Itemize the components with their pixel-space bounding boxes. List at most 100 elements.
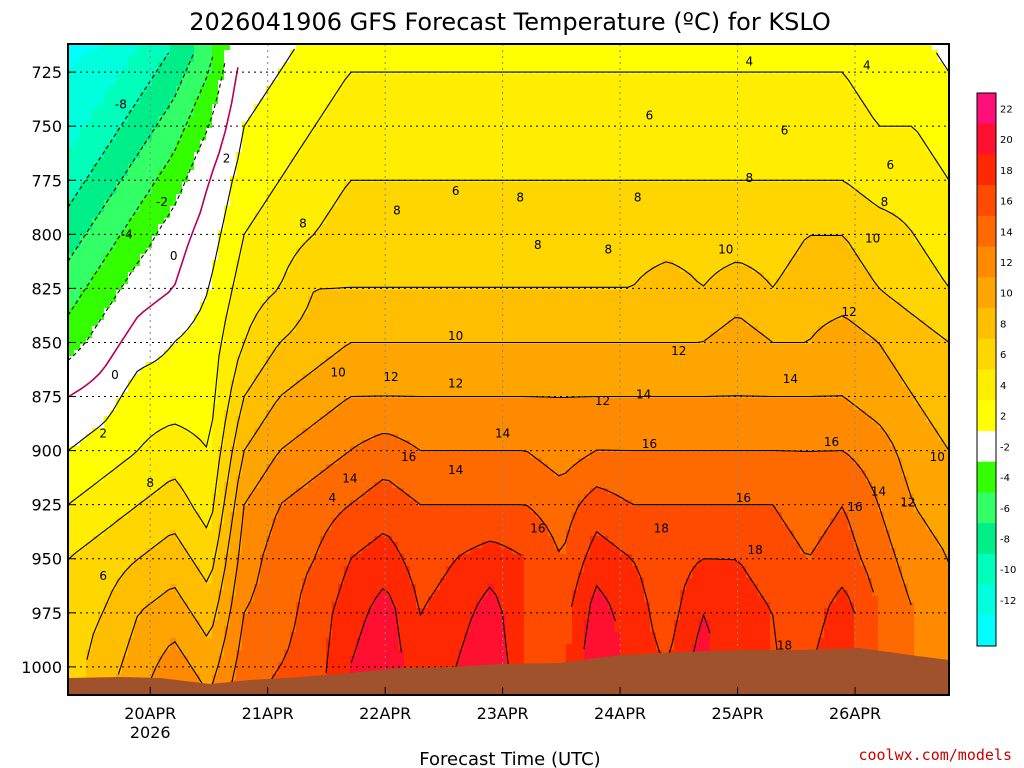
temperature-cell: [290, 278, 297, 285]
temperature-cell: [302, 242, 309, 249]
temperature-cell: [200, 122, 207, 129]
temperature-cell: [248, 314, 255, 321]
temperature-cell: [80, 224, 87, 231]
temperature-cell: [338, 404, 345, 411]
temperature-cell: [152, 272, 159, 279]
temperature-cell: [272, 74, 279, 81]
temperature-cell: [170, 674, 177, 681]
temperature-cell: [194, 326, 201, 333]
temperature-cell: [320, 566, 327, 573]
temperature-cell: [122, 152, 129, 159]
temperature-cell: [236, 116, 243, 123]
temperature-cell: [338, 344, 345, 351]
temperature-cell: [290, 164, 297, 171]
temperature-cell: [326, 434, 333, 441]
temperature-cell: [188, 626, 195, 633]
temperature-cell: [152, 518, 159, 525]
temperature-cell: [218, 620, 225, 627]
temperature-cell: [284, 500, 291, 507]
temperature-cell: [128, 224, 135, 231]
temperature-cell: [314, 302, 321, 309]
temperature-cell: [296, 650, 303, 657]
temperature-cell: [296, 170, 303, 177]
temperature-cell: [128, 206, 135, 213]
temperature-cell: [278, 428, 285, 435]
temperature-cell: [176, 422, 183, 429]
temperature-cell: [182, 236, 189, 243]
temperature-cell: [200, 404, 207, 411]
temperature-cell: [128, 272, 135, 279]
temperature-cell: [86, 290, 93, 297]
temperature-cell: [194, 320, 201, 327]
temperature-cell: [290, 470, 297, 477]
temperature-cell: [212, 410, 219, 417]
temperature-cell: [260, 158, 267, 165]
temperature-cell: [152, 98, 159, 105]
temperature-cell: [152, 242, 159, 249]
temperature-cell: [152, 494, 159, 501]
temperature-cell: [326, 662, 333, 669]
temperature-cell: [212, 92, 219, 99]
temperature-cell: [122, 434, 129, 441]
temperature-cell: [326, 554, 333, 561]
temperature-cell: [194, 386, 201, 393]
temperature-cell: [116, 572, 123, 579]
temperature-cell: [134, 398, 141, 405]
temperature-cell: [332, 68, 339, 75]
temperature-cell: [212, 422, 219, 429]
temperature-cell: [206, 602, 213, 609]
temperature-cell: [332, 56, 339, 63]
temperature-cell: [308, 392, 315, 399]
temperature-cell: [170, 356, 177, 363]
temperature-cell: [302, 224, 309, 231]
temperature-cell: [194, 674, 201, 681]
temperature-cell: [206, 452, 213, 459]
temperature-cell: [314, 398, 321, 405]
temperature-cell: [188, 476, 195, 483]
temperature-cell: [116, 452, 123, 459]
temperature-cell: [290, 620, 297, 627]
temperature-cell: [92, 254, 99, 261]
temperature-cell: [308, 182, 315, 189]
temperature-cell: [188, 134, 195, 141]
temperature-cell: [200, 410, 207, 417]
temperature-cell: [338, 338, 345, 345]
temperature-cell: [104, 434, 111, 441]
temperature-cell: [140, 80, 147, 87]
temperature-cell: [92, 662, 99, 669]
temperature-cell: [200, 320, 207, 327]
temperature-cell: [188, 284, 195, 291]
temperature-cell: [248, 302, 255, 309]
temperature-cell: [158, 386, 165, 393]
temperature-cell: [110, 338, 117, 345]
temperature-cell: [116, 362, 123, 369]
temperature-cell: [134, 392, 141, 399]
temperature-cell: [68, 236, 75, 243]
temperature-cell: [266, 134, 273, 141]
temperature-cell: [128, 548, 135, 555]
temperature-cell: [188, 554, 195, 561]
temperature-cell: [170, 224, 177, 231]
temperature-cell: [200, 542, 207, 549]
temperature-cell: [116, 368, 123, 375]
temperature-cell: [86, 146, 93, 153]
temperature-cell: [212, 680, 219, 687]
temperature-cell: [272, 476, 279, 483]
temperature-cell: [212, 572, 219, 579]
temperature-cell: [110, 500, 117, 507]
temperature-cell: [86, 278, 93, 285]
temperature-cell: [98, 362, 105, 369]
temperature-cell: [284, 248, 291, 255]
temperature-cell: [188, 290, 195, 297]
temperature-cell: [116, 278, 123, 285]
temperature-cell: [98, 674, 105, 681]
temperature-cell: [260, 176, 267, 183]
temperature-cell: [296, 392, 303, 399]
temperature-cell: [98, 86, 105, 93]
temperature-cell: [92, 566, 99, 573]
temperature-cell: [254, 296, 261, 303]
temperature-cell: [92, 320, 99, 327]
temperature-cell: [314, 626, 321, 633]
temperature-cell: [98, 536, 105, 543]
temperature-cell: [338, 440, 345, 447]
